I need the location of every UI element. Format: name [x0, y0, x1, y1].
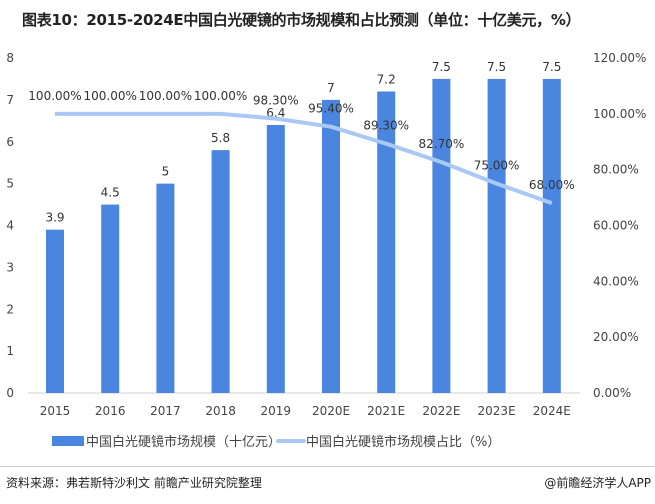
- line-label: 100.00%: [28, 89, 81, 103]
- bar: [542, 78, 561, 393]
- x-tick: 2017: [150, 404, 181, 418]
- line-label: 100.00%: [194, 89, 247, 103]
- y-right-tick: 120.00%: [593, 51, 646, 65]
- y-left-tick: 8: [6, 51, 14, 65]
- x-tick: 2015: [40, 404, 71, 418]
- bar-label: 7.5: [487, 60, 506, 74]
- line-label: 75.00%: [474, 159, 520, 173]
- bar-label: 7.5: [542, 60, 561, 74]
- x-tick: 2018: [205, 404, 236, 418]
- divider: [0, 466, 655, 467]
- x-tick: 2023E: [478, 404, 516, 418]
- x-tick: 2016: [95, 404, 126, 418]
- y-right-tick: 100.00%: [593, 107, 646, 121]
- bar: [101, 204, 120, 393]
- bar-label: 7: [327, 81, 335, 95]
- line-series: [55, 111, 553, 206]
- bar-label: 3.9: [45, 211, 64, 225]
- credit: @前瞻经济学人APP: [544, 476, 651, 490]
- y-right-tick: 20.00%: [593, 330, 639, 344]
- y-left-tick: 2: [6, 302, 14, 316]
- x-tick: 2022E: [422, 404, 460, 418]
- legend-bar-swatch: [52, 436, 84, 446]
- bar: [156, 183, 175, 393]
- bar: [377, 91, 396, 393]
- line-label: 98.30%: [253, 94, 299, 108]
- bar-label: 4.5: [101, 186, 120, 200]
- x-tick: 2019: [261, 404, 292, 418]
- y-left-tick: 7: [6, 93, 14, 107]
- line-label: 100.00%: [84, 89, 137, 103]
- line-label: 68.00%: [529, 178, 575, 192]
- y-left-tick: 6: [6, 135, 14, 149]
- chart-svg: 0123456780.00%20.00%40.00%60.00%80.00%10…: [6, 51, 646, 450]
- bar: [266, 125, 285, 393]
- bar: [487, 78, 506, 393]
- line-label: 89.30%: [363, 119, 409, 133]
- x-tick: 2024E: [533, 404, 571, 418]
- y-left-tick: 3: [6, 260, 14, 274]
- x-tick: 2020E: [312, 404, 350, 418]
- y-left-tick: 1: [6, 344, 14, 358]
- y-left-tick: 0: [6, 386, 14, 400]
- bar: [322, 99, 340, 393]
- line-label: 100.00%: [139, 89, 192, 103]
- y-right-tick: 0.00%: [593, 386, 631, 400]
- bar: [432, 78, 451, 393]
- legend-line-label: 中国白光硬镜市场规模占比（%）: [306, 434, 500, 450]
- y-right-tick: 80.00%: [593, 163, 639, 177]
- line-label: 82.70%: [419, 137, 465, 151]
- bar-label: 7.2: [377, 73, 396, 87]
- bar-label: 7.5: [432, 60, 451, 74]
- line-label: 95.40%: [308, 102, 354, 116]
- bar: [46, 229, 64, 393]
- legend-bar-label: 中国白光硬镜市场规模（十亿元）: [86, 434, 281, 450]
- bar: [211, 150, 230, 393]
- y-left-tick: 5: [6, 177, 14, 191]
- y-right-tick: 60.00%: [593, 219, 639, 233]
- chart-title: 图表10：2015-2024E中国白光硬镜的市场规模和占比预测（单位：十亿美元，…: [22, 11, 581, 29]
- bar-label: 5: [162, 165, 170, 179]
- source-note: 资料来源：弗若斯特沙利文 前瞻产业研究院整理: [6, 476, 262, 490]
- bar-label: 5.8: [211, 131, 230, 145]
- y-right-tick: 40.00%: [593, 274, 639, 288]
- x-tick: 2021E: [367, 404, 405, 418]
- y-left-tick: 4: [6, 219, 14, 233]
